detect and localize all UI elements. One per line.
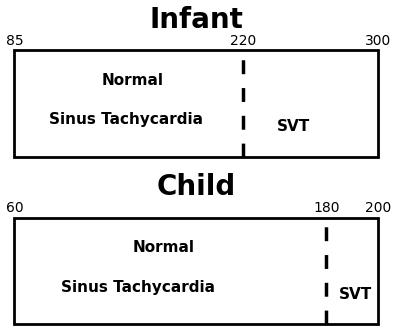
Text: Normal: Normal: [133, 240, 195, 255]
Text: SVT: SVT: [339, 287, 372, 302]
Title: Child: Child: [157, 173, 236, 201]
Text: Sinus Tachycardia: Sinus Tachycardia: [61, 280, 215, 295]
Title: Infant: Infant: [149, 6, 243, 34]
Text: Sinus Tachycardia: Sinus Tachycardia: [49, 112, 202, 127]
Text: Normal: Normal: [101, 73, 163, 87]
Text: SVT: SVT: [277, 119, 310, 134]
